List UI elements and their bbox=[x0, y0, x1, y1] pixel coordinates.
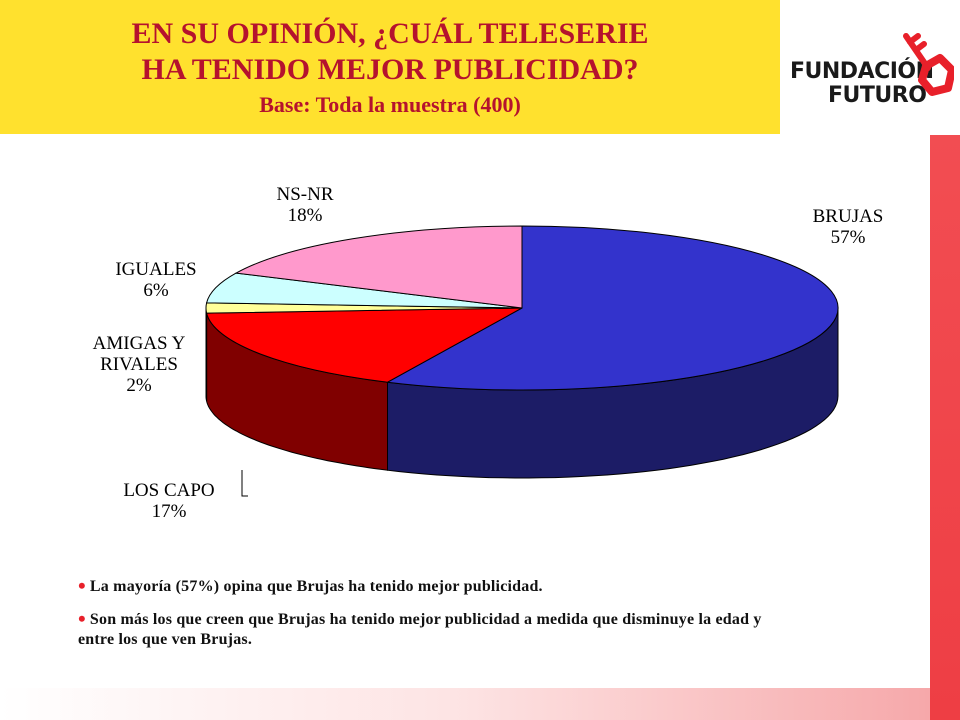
pie-chart bbox=[205, 225, 839, 497]
label-amigas-line-2: RIVALES bbox=[100, 354, 178, 375]
label-iguales: IGUALES 6% bbox=[100, 259, 212, 301]
finding-text: Son más los que creen que Brujas ha teni… bbox=[78, 611, 762, 648]
findings-list: • La mayoría (57%) opina que Brujas ha te… bbox=[78, 574, 798, 660]
bullet-dot-icon: • bbox=[78, 606, 86, 631]
bullet-dot-icon: • bbox=[78, 573, 86, 598]
page-subtitle: Base: Toda la muestra (400) bbox=[259, 92, 521, 117]
fundacion-futuro-logo: FUNDACIÓN FUTURO bbox=[790, 30, 955, 110]
slice-los-capo bbox=[205, 307, 523, 383]
finding-text: La mayoría (57%) opina que Brujas ha ten… bbox=[89, 578, 543, 595]
label-ns-nr-name: NS-NR bbox=[276, 184, 334, 205]
label-brujas-name: BRUJAS bbox=[812, 206, 884, 227]
logo-text-line-2: FUTURO bbox=[828, 83, 927, 108]
label-iguales-value: 6% bbox=[143, 280, 169, 301]
decorative-bottom-band bbox=[0, 688, 930, 720]
page-title-line-2: HA TENIDO MEJOR PUBLICIDAD? bbox=[141, 53, 639, 86]
label-amigas-y-rivales: AMIGAS Y RIVALES 2% bbox=[72, 333, 206, 396]
label-amigas-value: 2% bbox=[126, 375, 152, 396]
slice-ns-nr bbox=[234, 225, 523, 309]
slice-brujas bbox=[385, 225, 839, 391]
label-ns-nr-value: 18% bbox=[287, 205, 323, 226]
label-los-capo: LOS CAPO 17% bbox=[100, 480, 238, 522]
label-ns-nr: NS-NR 18% bbox=[255, 184, 355, 226]
finding-item: • Son más los que creen que Brujas ha ten… bbox=[78, 607, 798, 650]
slice-amigas-y-rivales-side bbox=[205, 308, 208, 402]
label-iguales-name: IGUALES bbox=[115, 259, 197, 280]
label-brujas: BRUJAS 57% bbox=[788, 206, 908, 248]
finding-item: • La mayoría (57%) opina que Brujas ha te… bbox=[78, 574, 798, 597]
key-icon bbox=[903, 33, 954, 96]
page-title-line-1: EN SU OPINIÓN, ¿CUÁL TELESERIE bbox=[131, 17, 649, 50]
logo-text-line-1: FUNDACIÓN bbox=[790, 59, 934, 84]
label-brujas-value: 57% bbox=[830, 227, 866, 248]
label-amigas-line-1: AMIGAS Y bbox=[92, 333, 186, 354]
title-banner: EN SU OPINIÓN, ¿CUÁL TELESERIE HA TENIDO… bbox=[0, 0, 780, 134]
decorative-stripe bbox=[930, 135, 960, 720]
leader-line-los-capo bbox=[241, 470, 248, 497]
label-los-capo-value: 17% bbox=[151, 501, 187, 522]
slice-iguales bbox=[205, 272, 523, 309]
label-los-capo-name: LOS CAPO bbox=[123, 480, 215, 501]
